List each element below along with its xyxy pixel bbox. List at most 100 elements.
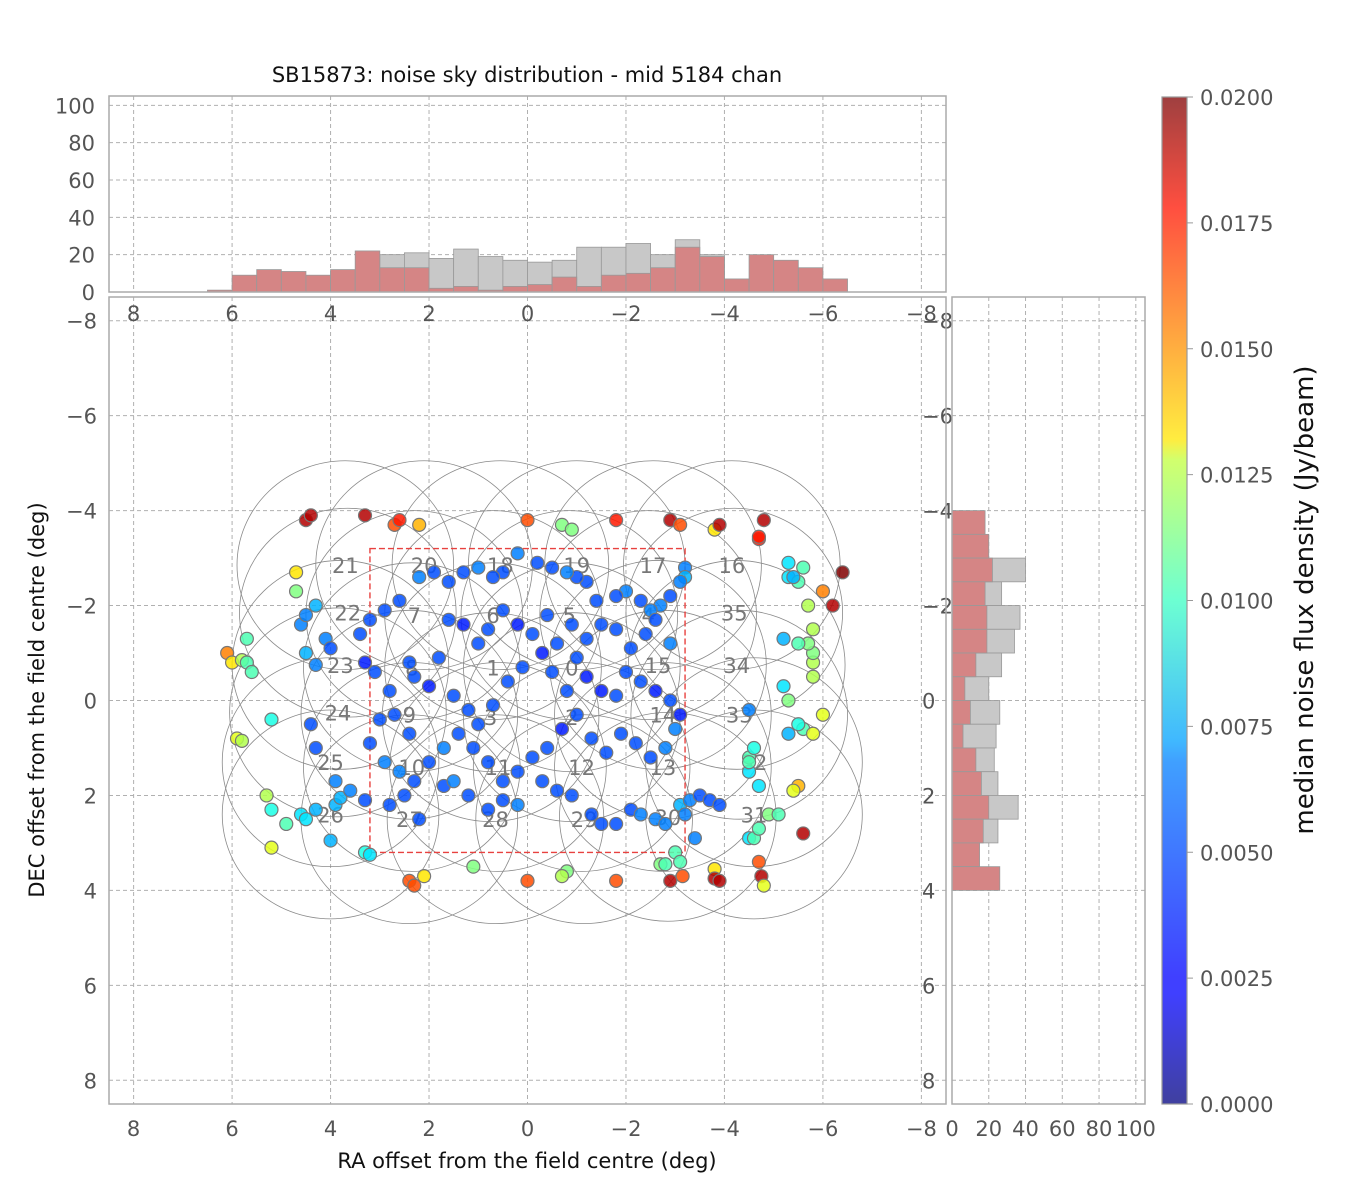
data-point [648, 612, 663, 627]
y-tick-label-right: 0 [922, 690, 935, 714]
x-tick-label: 0 [945, 1117, 958, 1141]
main-grid [109, 297, 946, 1104]
data-point [481, 802, 496, 817]
dec-histogram-bars [952, 510, 1026, 891]
histogram-bar [952, 676, 966, 701]
histogram-bar [952, 866, 1001, 891]
data-point [609, 873, 624, 888]
data-point [264, 840, 279, 855]
data-point [545, 560, 560, 575]
beam-circle [539, 510, 757, 720]
beam-label: 16 [718, 554, 745, 578]
data-point [264, 712, 279, 727]
main-plot-frame [108, 296, 947, 1105]
data-point [663, 693, 678, 708]
data-point [658, 857, 673, 872]
x-tick-label-top: 6 [225, 302, 238, 326]
x-tick-label: 40 [1012, 1117, 1039, 1141]
data-point [485, 698, 501, 713]
histogram-bar [952, 605, 988, 630]
data-point [554, 721, 570, 737]
data-point [431, 650, 446, 665]
data-point [466, 740, 481, 756]
y-tick-label: 0 [84, 690, 97, 714]
histogram-bar [773, 259, 799, 292]
x-tick-label-top: −4 [709, 302, 740, 326]
histogram-bar [305, 274, 331, 292]
data-point [564, 522, 579, 537]
y-tick-label-right: 4 [922, 879, 935, 903]
data-point [673, 574, 688, 589]
data-point [392, 764, 407, 779]
colorbar-ticks: 0.0000 0.0025 0.0050 0.0075 0.0100 0.0125 0.01… [1187, 86, 1273, 1117]
data-point [239, 631, 254, 646]
data-point [741, 755, 757, 770]
data-point [471, 636, 486, 651]
x-tick-label: 4 [324, 1117, 337, 1141]
data-point [618, 664, 634, 680]
colorbar-tick-label: 0.0150 [1200, 338, 1273, 362]
histogram-bar [952, 842, 980, 868]
x-tick-label: −8 [906, 1117, 937, 1141]
x-tick-label: 6 [225, 1117, 238, 1141]
colorbar-tick-label: 0.0100 [1200, 590, 1273, 614]
histogram-bar [674, 246, 701, 292]
data-point [441, 612, 456, 627]
histogram-bar [650, 267, 676, 292]
data-point [564, 617, 579, 632]
data-point [407, 878, 422, 893]
data-point [421, 755, 437, 770]
colorbar-tick-label: 0.0050 [1200, 841, 1273, 865]
data-point [421, 679, 437, 694]
data-point [633, 593, 648, 608]
data-point [751, 854, 767, 870]
x-tick-label: 0 [521, 1117, 534, 1141]
x-tick-labels: 8 6 4 2 0 −2 −4 −6 −8 [127, 1117, 937, 1141]
data-point [756, 878, 771, 893]
x-tick-label: −4 [709, 1117, 740, 1141]
data-point [288, 565, 304, 580]
beam-label: 21 [332, 554, 359, 578]
data-point [481, 755, 496, 770]
beam-circle [221, 709, 440, 920]
data-point [362, 612, 378, 627]
data-point [673, 517, 688, 532]
beam-circle [475, 714, 693, 925]
data-point [510, 617, 525, 632]
data-point [801, 598, 816, 613]
histogram-bar [699, 256, 725, 292]
x-tick-label: 60 [1049, 1117, 1076, 1141]
dec-histogram-panel: 0 20 40 60 80 100 [945, 296, 1156, 1141]
data-point [540, 607, 555, 623]
data-point [746, 740, 762, 756]
x-tick-label: 20 [975, 1117, 1002, 1141]
data-point [382, 797, 397, 813]
data-point [234, 733, 250, 748]
histogram-bar [952, 747, 977, 773]
y-tick-label: 4 [84, 879, 97, 903]
data-point [805, 669, 821, 684]
y-tick-label: 2 [84, 784, 97, 808]
data-point [535, 774, 550, 789]
x-tick-label-top: 4 [324, 302, 337, 326]
data-point [796, 560, 811, 575]
beam-circle [630, 609, 848, 820]
data-point [298, 812, 314, 827]
beam-circle [544, 460, 762, 671]
dec-histogram-frame [951, 296, 1146, 1105]
data-point [471, 717, 486, 732]
beam-label: 9 [403, 704, 416, 728]
data-point [323, 833, 338, 848]
beam-label: 24 [325, 701, 352, 725]
data-point [781, 726, 796, 741]
data-point [609, 622, 624, 637]
scatter-points [220, 508, 850, 893]
footprint-box [369, 547, 686, 854]
histogram-bar [453, 285, 479, 292]
histogram-bar [952, 771, 982, 796]
data-point [805, 726, 821, 741]
data-point [244, 664, 259, 680]
data-point [791, 636, 806, 651]
data-point [387, 707, 402, 722]
x-tick-label: −6 [807, 1117, 838, 1141]
